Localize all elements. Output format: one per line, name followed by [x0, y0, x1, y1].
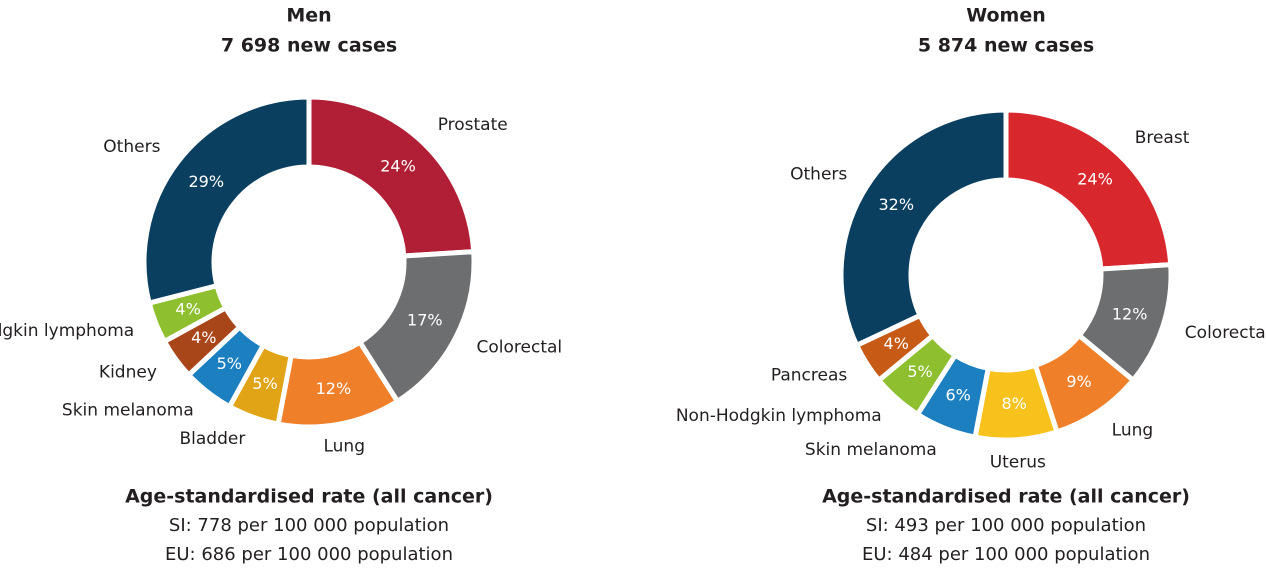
footer-text: SI: 778 per 100 000 population: [169, 515, 449, 536]
chart-title: Women: [966, 5, 1046, 27]
chart-title: Men: [286, 5, 331, 27]
percent-label: 5%: [907, 362, 932, 381]
percent-label: 9%: [1066, 372, 1091, 391]
category-label: Breast: [1135, 128, 1190, 148]
category-label: Others: [790, 164, 847, 184]
footer-text: SI: 493 per 100 000 population: [866, 515, 1146, 536]
percent-label: 12%: [1112, 305, 1148, 324]
percent-label: 8%: [1001, 394, 1026, 413]
percent-label: 17%: [407, 311, 443, 330]
category-label: Lung: [1112, 420, 1154, 440]
chart-subtitle: 7 698 new cases: [221, 35, 397, 57]
donut-segment: [306, 94, 477, 259]
footer-heading: Age-standardised rate (all cancer): [125, 486, 493, 508]
footer-heading: Age-standardised rate (all cancer): [822, 486, 1190, 508]
category-label: Non-Hodgkin lymphoma: [0, 321, 134, 341]
category-label: Skin melanoma: [805, 440, 937, 460]
category-label: Colorectal: [1185, 323, 1266, 343]
footer-text: EU: 686 per 100 000 population: [165, 544, 453, 565]
percent-label: 24%: [380, 157, 416, 176]
percent-label: 24%: [1077, 170, 1113, 189]
donut-segment: [141, 94, 312, 307]
chart-subtitle: 5 874 new cases: [918, 35, 1094, 57]
category-label: Lung: [323, 437, 365, 457]
percent-label: 5%: [252, 374, 277, 393]
category-label: Others: [103, 137, 160, 157]
percent-label: 29%: [188, 172, 224, 191]
category-label: Kidney: [99, 363, 157, 383]
percent-label: 4%: [191, 328, 216, 347]
category-label: Prostate: [438, 115, 508, 135]
donut-segment: [838, 107, 1009, 349]
percent-label: 5%: [217, 354, 242, 373]
percent-label: 4%: [884, 334, 909, 353]
percent-label: 12%: [316, 379, 352, 398]
percent-label: 4%: [175, 299, 200, 318]
category-label: Bladder: [179, 429, 245, 449]
category-label: Pancreas: [771, 366, 848, 386]
category-label: Non-Hodgkin lymphoma: [676, 406, 882, 426]
category-label: Colorectal: [477, 337, 563, 357]
footer-text: EU: 484 per 100 000 population: [862, 544, 1150, 565]
donut-segment: [1003, 107, 1174, 272]
category-label: Uterus: [990, 453, 1046, 473]
percent-label: 32%: [878, 195, 914, 214]
category-label: Skin melanoma: [62, 401, 194, 421]
percent-label: 6%: [945, 385, 970, 404]
